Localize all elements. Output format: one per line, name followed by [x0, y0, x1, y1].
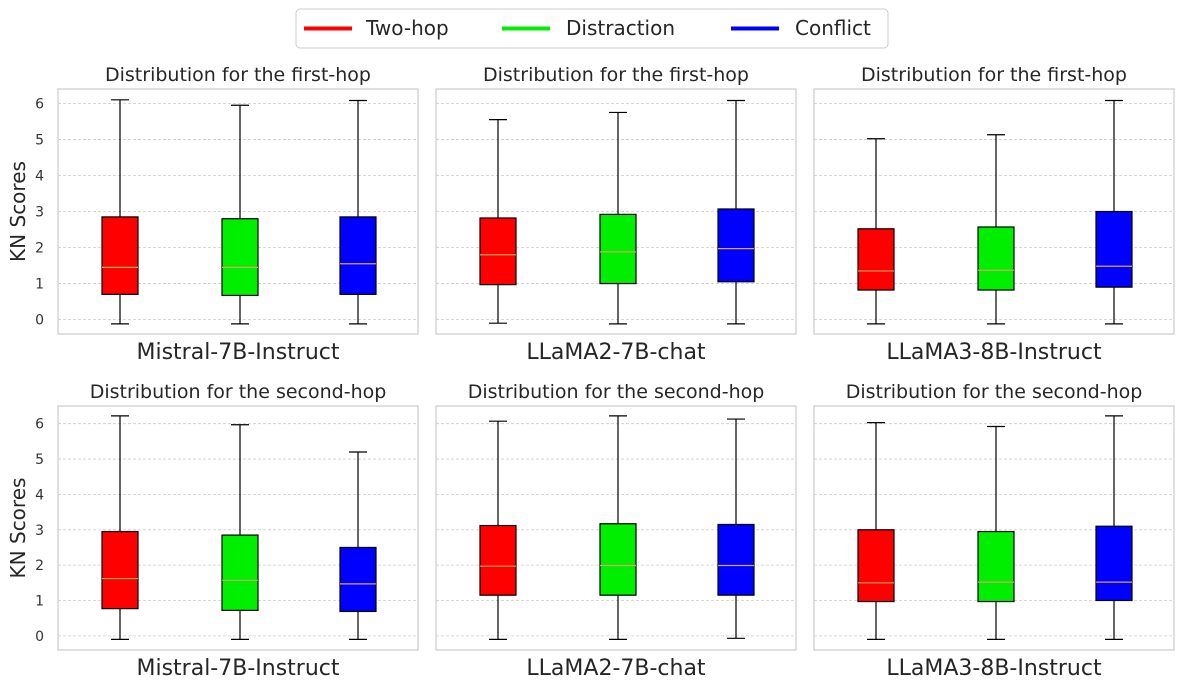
chart-title: Distribution for the second-hop: [846, 381, 1143, 403]
x-axis-label: Mistral-7B-Instruct: [136, 340, 339, 365]
x-axis-label: LLaMA2-7B-chat: [526, 656, 706, 681]
box-conflict: [717, 523, 755, 596]
chart-panel-1: 0 1 2 3 4 5 6 Distribution for the first-hop Mis…: [6, 64, 419, 365]
y-tick-label: 0: [35, 313, 44, 329]
x-axis-label: LLaMA3-8B-Instruct: [886, 656, 1102, 681]
chart-title: Distribution for the second-hop: [90, 381, 387, 403]
x-axis-label: Mistral-7B-Instruct: [136, 656, 339, 681]
x-axis-label: LLaMA2-7B-chat: [526, 340, 706, 365]
y-axis-label: KN Scores: [6, 161, 30, 262]
y-tick-label: 6: [35, 96, 44, 112]
y-tick-label: 3: [35, 523, 44, 539]
legend-label-conflict: Conflict: [795, 16, 871, 40]
box-distraction: [599, 213, 637, 285]
y-axis-label: KN Scores: [6, 478, 30, 579]
plot-frame: [57, 405, 419, 651]
chart-panel-3: Distribution for the first-hop LLaMA3-8B-…: [813, 64, 1175, 365]
chart-title: Distribution for the second-hop: [468, 381, 765, 403]
box-two-hop: [479, 217, 517, 286]
y-tick-label: 5: [35, 132, 44, 148]
chart-title: Distribution for the first-hop: [483, 64, 749, 86]
y-tick-label: 4: [35, 487, 44, 503]
x-axis-label: LLaMA3-8B-Instruct: [886, 340, 1102, 365]
box-two-hop: [857, 228, 895, 291]
box-conflict: [717, 208, 755, 283]
legend: Two-hop Distraction Conflict: [295, 8, 889, 49]
plot-frame: [435, 88, 797, 335]
box-conflict: [339, 216, 377, 295]
chart-title: Distribution for the first-hop: [105, 64, 371, 86]
box-distraction: [221, 534, 259, 611]
chart-title: Distribution for the first-hop: [861, 64, 1127, 86]
chart-panel-4: 0 1 2 3 4 5 6 Distribution for the second-hop Mi…: [6, 381, 419, 681]
box-two-hop: [101, 530, 139, 610]
box-two-hop: [101, 216, 139, 295]
chart-panel-5: Distribution for the second-hop LLaMA2-7B…: [435, 381, 797, 681]
y-tick-label: 4: [35, 168, 44, 184]
legend-frame: [295, 8, 889, 49]
box-conflict: [339, 546, 377, 613]
chart-panel-6: Distribution for the second-hop LLaMA3-8B…: [813, 381, 1175, 681]
box-two-hop: [479, 524, 517, 596]
legend-label-distraction: Distraction: [566, 16, 675, 40]
plot-frame: [435, 405, 797, 651]
box-distraction: [221, 218, 259, 297]
y-tick-label: 2: [35, 241, 44, 257]
plot-frame: [813, 88, 1175, 335]
y-tick-label: 5: [35, 452, 44, 468]
y-tick-label: 1: [35, 277, 44, 293]
charts: 0 1 2 3 4 5 6 Distribution for the first-hop Mis…: [6, 64, 1175, 681]
box-distraction: [977, 530, 1015, 603]
box-conflict: [1095, 210, 1133, 288]
y-tick-label: 2: [35, 558, 44, 574]
chart-panel-2: Distribution for the first-hop LLaMA2-7B-…: [435, 64, 797, 365]
box-conflict: [1095, 525, 1133, 602]
legend-label-two-hop: Two-hop: [365, 16, 449, 40]
box-distraction: [599, 523, 637, 596]
plot-frame: [813, 405, 1175, 651]
box-distraction: [977, 226, 1015, 291]
y-tick-label: 1: [35, 593, 44, 609]
y-tick-label: 3: [35, 205, 44, 221]
box-two-hop: [857, 529, 895, 603]
y-tick-label: 0: [35, 629, 44, 645]
plot-frame: [57, 88, 419, 335]
y-tick-label: 6: [35, 417, 44, 433]
